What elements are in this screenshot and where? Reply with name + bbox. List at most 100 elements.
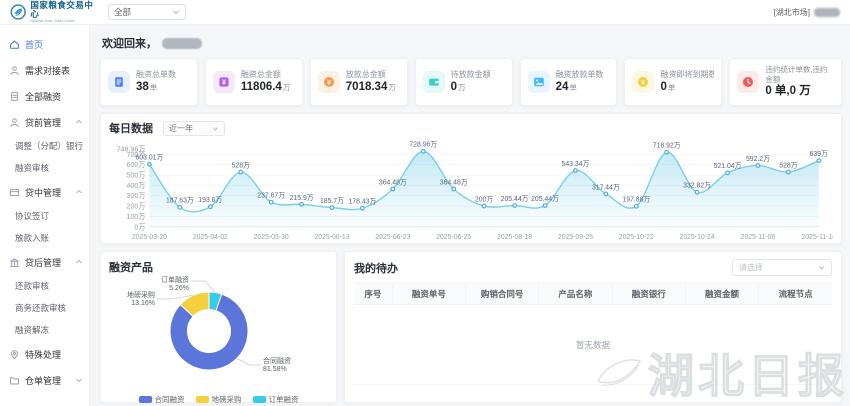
svg-text:合同融资: 合同融资 [263, 356, 291, 365]
date-range-value: 近一年 [169, 123, 193, 133]
x-tick-label: 2025-05-30 [254, 234, 289, 241]
data-point [420, 148, 426, 154]
x-tick-label: 2025-11-18 [802, 234, 833, 241]
sidebar-item-2[interactable]: 全部融资 [0, 83, 89, 109]
todo-column-6: 流程节点 [758, 283, 832, 305]
sidebar-item-6[interactable]: 贷中管理 [0, 179, 89, 205]
sidebar-item-13[interactable]: 特殊处理 [0, 341, 89, 367]
data-point [785, 169, 791, 175]
sidebar-item-11[interactable]: 商务还款审核 [0, 297, 89, 319]
date-range-select[interactable]: 近一年 [163, 120, 225, 136]
card-icon [9, 187, 20, 198]
sidebar-item-1[interactable]: 需求对接表 [0, 57, 89, 83]
sidebar-item-9[interactable]: 贷后管理 [0, 249, 89, 275]
stat-card-2: ¥ 放款总金额 7018.34万 [309, 58, 408, 106]
point-value-label: 185.7万 [320, 197, 344, 205]
point-value-label: 205.44万 [531, 195, 559, 203]
legend-label: 订单融资 [268, 395, 299, 404]
stat-title: 融资即将到期数量 [660, 69, 715, 79]
svg-text:0万: 0万 [134, 223, 145, 231]
sidebar-item-label: 放款入账 [15, 233, 50, 243]
todo-filter-select[interactable]: 请选择 [732, 259, 832, 276]
scope-select[interactable]: 全部 [108, 4, 186, 20]
todo-column-1: 融资单号 [391, 283, 466, 305]
chevron-down-icon [75, 376, 83, 384]
user-icon [9, 117, 20, 128]
sidebar-item-label: 仓单管理 [25, 375, 62, 386]
svg-text:748.96万: 748.96万 [117, 145, 146, 153]
stat-title: 待放款金额 [450, 69, 491, 79]
data-point [725, 170, 730, 176]
svg-text:¥: ¥ [642, 80, 646, 87]
money-icon: ¥ [212, 71, 235, 93]
sidebar-item-12[interactable]: 融资解冻 [0, 319, 89, 341]
stat-card-3: 待放款金额 0万 [414, 58, 513, 106]
point-value-label: 592.2万 [746, 155, 770, 163]
brand-title: 国家粮食交易中心 [30, 0, 94, 19]
point-value-label: 237.67万 [257, 192, 285, 200]
point-value-label: 193.6万 [198, 196, 222, 204]
financing-products-title: 融资产品 [109, 262, 153, 274]
point-value-label: 332.82万 [683, 182, 711, 190]
sidebar-nav: 首页需求对接表全部融资贷前管理调整（分配）银行 融资审核贷中管理 协议签订放款入账贷… [0, 25, 90, 406]
coin-icon: ¥ [317, 71, 340, 93]
data-point [390, 186, 396, 192]
stat-value: 0 [450, 80, 458, 93]
todo-column-0: 序号 [354, 283, 393, 305]
svg-text:¥: ¥ [222, 80, 226, 87]
sidebar-item-label: 还款审核 [15, 281, 50, 291]
sidebar-item-label: 调整（分配）银行 [15, 141, 83, 151]
data-point [816, 158, 822, 164]
svg-text:200万: 200万 [127, 203, 146, 211]
sidebar-item-5[interactable]: 融资审核 [0, 157, 89, 179]
point-value-label: 639万 [810, 150, 828, 158]
svg-text:¥: ¥ [327, 80, 331, 87]
legend-item-地磅采购[interactable]: 地磅采购 [195, 394, 242, 405]
data-point [147, 161, 152, 167]
point-value-label: 205.44万 [501, 195, 529, 203]
svg-text:600万: 600万 [127, 161, 146, 169]
data-point [694, 189, 700, 195]
sidebar-item-4[interactable]: 调整（分配）银行 [0, 135, 89, 157]
welcome-user-redacted [162, 37, 202, 49]
svg-text:400万: 400万 [127, 182, 146, 190]
main-content: 欢迎回来， 融资总单数 38单 ¥ 融资总金额 11806.4万 ¥ 放款总金额 7018.3… [90, 25, 850, 406]
svg-text:700万: 700万 [127, 151, 146, 159]
data-point [755, 163, 761, 168]
stat-unit: 单 [149, 82, 158, 92]
chevron-down-icon [212, 126, 219, 130]
user-name-redacted[interactable] [814, 7, 840, 17]
sidebar-item-10[interactable]: 还款审核 [0, 275, 89, 297]
svg-text:13.16%: 13.16% [131, 300, 155, 307]
todo-filter-placeholder: 请选择 [739, 263, 763, 272]
sidebar-item-14[interactable]: 仓单管理 [0, 367, 89, 393]
my-todo-card: 我的待办 请选择 序号 融资单号 购销合同号 产品名称 融资银行 融资金额 流程节点 暂无数… [344, 251, 842, 403]
legend-item-订单融资[interactable]: 订单融资 [252, 394, 299, 405]
sidebar-item-7[interactable]: 协议签订 [0, 205, 89, 227]
stat-unit: 单 [569, 82, 577, 92]
data-point [177, 204, 183, 210]
stat-card-4: 融资放款单数 24单 [519, 58, 618, 106]
home-icon [9, 39, 20, 50]
user-icon [9, 65, 20, 76]
sidebar-item-3[interactable]: 贷前管理 [0, 109, 89, 135]
sidebar-item-label: 融资审核 [15, 163, 50, 173]
point-value-label: 178.43万 [348, 198, 376, 206]
chevron-down-icon [818, 266, 825, 270]
data-point [207, 204, 213, 210]
legend-item-合同融资[interactable]: 合同融资 [138, 394, 185, 405]
sidebar-item-0[interactable]: 首页 [0, 31, 89, 57]
todo-column-4: 融资银行 [611, 283, 686, 305]
data-point [329, 205, 335, 210]
financing-products-card: 融资产品 订单融资 5.26% 地磅采购 13.16% 合同融资 81.58% 合同融资地… [100, 251, 337, 405]
folder-icon [9, 375, 20, 386]
stat-title: 融资总金额 [240, 69, 281, 79]
sidebar-item-label: 首页 [25, 39, 44, 50]
stat-title: 融资总单数 [136, 69, 176, 79]
sidebar-item-label: 贷前管理 [25, 117, 62, 128]
stat-value: 24 [555, 80, 569, 93]
data-point [573, 168, 578, 173]
donut-slice [179, 291, 210, 318]
sidebar-item-8[interactable]: 放款入账 [0, 227, 89, 249]
sidebar-item-label: 全部融资 [25, 91, 62, 102]
